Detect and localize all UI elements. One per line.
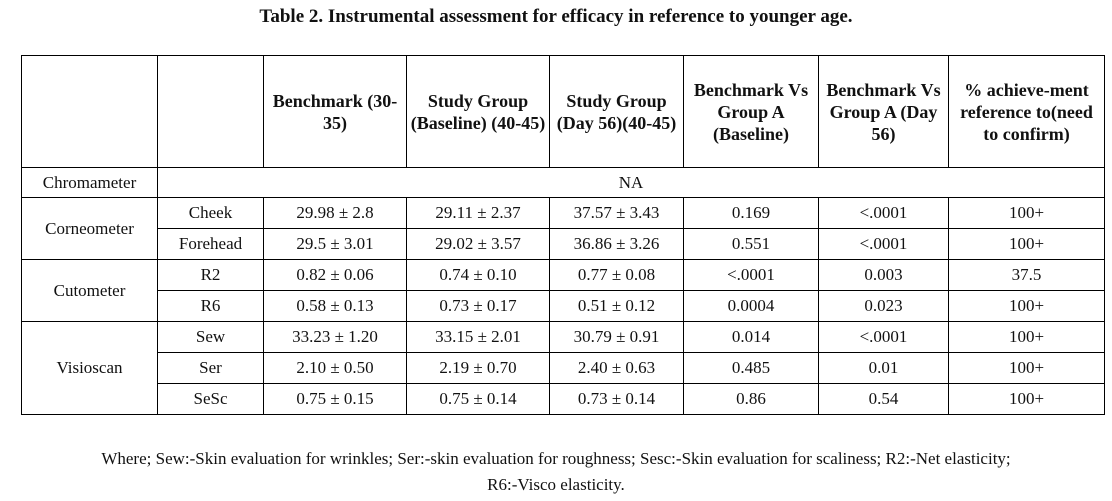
table-cell: <.0001: [818, 321, 949, 353]
table-cell: 37.5: [948, 259, 1105, 291]
header-cell: [21, 55, 158, 168]
table-row: Chromameter NA: [21, 167, 1105, 198]
table-cell: <.0001: [818, 197, 949, 229]
table-cell: 0.485: [683, 352, 819, 384]
table-cell: 29.5 ± 3.01: [263, 228, 407, 260]
table-cell: 100+: [948, 290, 1105, 322]
table-cell: 30.79 ± 0.91: [549, 321, 684, 353]
table-cell: 0.58 ± 0.13: [263, 290, 407, 322]
instrument-label: Visioscan: [21, 321, 158, 415]
efficacy-table: Benchmark (30-35) Study Group (Baseline)…: [21, 55, 1105, 415]
table-cell: 29.11 ± 2.37: [406, 197, 550, 229]
header-cell: Benchmark Vs Group A (Baseline): [683, 55, 819, 168]
table-title: Table 2. Instrumental assessment for eff…: [259, 6, 853, 27]
table-cell: 0.75 ± 0.15: [263, 383, 407, 415]
parameter-label: Cheek: [157, 197, 264, 229]
parameter-label: Forehead: [157, 228, 264, 260]
table-cell: 100+: [948, 228, 1105, 260]
parameter-label: R2: [157, 259, 264, 291]
footnote-line: R6:-Visco elasticity.: [487, 475, 625, 494]
table-cell: 33.15 ± 2.01: [406, 321, 550, 353]
table-cell: 0.551: [683, 228, 819, 260]
table-cell: 100+: [948, 352, 1105, 384]
header-cell: Benchmark Vs Group A (Day 56): [818, 55, 949, 168]
footnote-line: Where; Sew:-Skin evaluation for wrinkles…: [101, 449, 1011, 468]
table-cell: 29.98 ± 2.8: [263, 197, 407, 229]
table-cell: NA: [157, 167, 1105, 198]
table-cell: 0.003: [818, 259, 949, 291]
table-cell: 29.02 ± 3.57: [406, 228, 550, 260]
table-cell: 0.0004: [683, 290, 819, 322]
table-cell: 33.23 ± 1.20: [263, 321, 407, 353]
table-cell: 2.19 ± 0.70: [406, 352, 550, 384]
table-row: Visioscan Sew 33.23 ± 1.20 33.15 ± 2.01 …: [21, 321, 1105, 415]
parameter-label: Sew: [157, 321, 264, 353]
table-cell: 0.73 ± 0.17: [406, 290, 550, 322]
table-cell: 0.74 ± 0.10: [406, 259, 550, 291]
table-row: R6 0.58 ± 0.13 0.73 ± 0.17 0.51 ± 0.12 0…: [22, 290, 1105, 322]
parameter-label: Ser: [157, 352, 264, 384]
parameter-label: R6: [157, 290, 264, 322]
table-cell: 0.01: [818, 352, 949, 384]
table-cell: 2.10 ± 0.50: [263, 352, 407, 384]
header-cell: Study Group (Baseline) (40-45): [406, 55, 550, 168]
header-cell: % achieve-ment reference to(need to conf…: [948, 55, 1105, 168]
instrument-label: Corneometer: [21, 197, 158, 260]
header-row: Benchmark (30-35) Study Group (Baseline)…: [21, 55, 1105, 168]
table-cell: 37.57 ± 3.43: [549, 197, 684, 229]
table-cell: 0.54: [818, 383, 949, 415]
parameter-label: SeSc: [157, 383, 264, 415]
table-footnote: Where; Sew:-Skin evaluation for wrinkles…: [0, 446, 1112, 498]
table-cell: 0.014: [683, 321, 819, 353]
table-cell: <.0001: [818, 228, 949, 260]
header-cell: [157, 55, 264, 168]
header-cell: Study Group (Day 56)(40-45): [549, 55, 684, 168]
table-cell: <.0001: [683, 259, 819, 291]
table-row: Corneometer Cheek 29.98 ± 2.8 29.11 ± 2.…: [21, 197, 1105, 260]
table-cell: 36.86 ± 3.26: [549, 228, 684, 260]
table-cell: 0.51 ± 0.12: [549, 290, 684, 322]
table-row: Cutometer R2 0.82 ± 0.06 0.74 ± 0.10 0.7…: [21, 259, 1105, 322]
table-cell: 100+: [948, 321, 1105, 353]
table-cell: 0.86: [683, 383, 819, 415]
table-cell: 0.75 ± 0.14: [406, 383, 550, 415]
table-row: Ser 2.10 ± 0.50 2.19 ± 0.70 2.40 ± 0.63 …: [22, 352, 1105, 384]
table-row: Forehead 29.5 ± 3.01 29.02 ± 3.57 36.86 …: [22, 228, 1105, 260]
table-row: SeSc 0.75 ± 0.15 0.75 ± 0.14 0.73 ± 0.14…: [22, 383, 1105, 415]
table-cell: 0.023: [818, 290, 949, 322]
header-cell: Benchmark (30-35): [263, 55, 407, 168]
table-cell: 100+: [948, 383, 1105, 415]
table-cell: 0.73 ± 0.14: [549, 383, 684, 415]
table-cell: 100+: [948, 197, 1105, 229]
table-cell: 2.40 ± 0.63: [549, 352, 684, 384]
instrument-label: Cutometer: [21, 259, 158, 322]
instrument-label: Chromameter: [21, 167, 158, 198]
table-cell: 0.169: [683, 197, 819, 229]
table-cell: 0.82 ± 0.06: [263, 259, 407, 291]
table-cell: 0.77 ± 0.08: [549, 259, 684, 291]
